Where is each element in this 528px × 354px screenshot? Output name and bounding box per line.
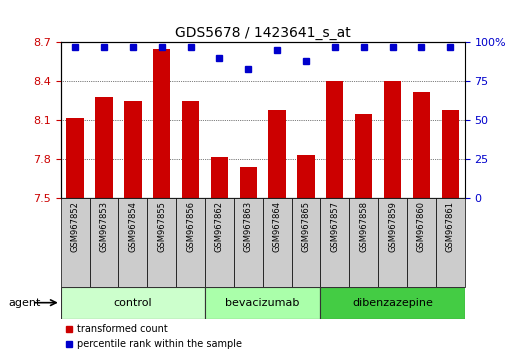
FancyBboxPatch shape (61, 198, 90, 287)
Text: dibenzazepine: dibenzazepine (352, 298, 433, 308)
FancyBboxPatch shape (320, 287, 465, 319)
FancyBboxPatch shape (147, 198, 176, 287)
Bar (124, 101, 142, 198)
Bar (67, 118, 84, 198)
Bar (240, 167, 257, 198)
Text: GSM967861: GSM967861 (446, 201, 455, 252)
Bar (297, 155, 315, 198)
Bar (211, 157, 228, 198)
Bar (413, 92, 430, 198)
Text: GSM967856: GSM967856 (186, 201, 195, 252)
Text: control: control (114, 298, 152, 308)
Text: bevacizumab: bevacizumab (225, 298, 300, 308)
Text: GSM967858: GSM967858 (359, 201, 368, 252)
FancyBboxPatch shape (349, 198, 378, 287)
Text: GSM967863: GSM967863 (244, 201, 253, 252)
FancyBboxPatch shape (436, 198, 465, 287)
FancyBboxPatch shape (61, 287, 205, 319)
Bar (268, 110, 286, 198)
Text: GSM967859: GSM967859 (388, 201, 397, 252)
Text: GSM967865: GSM967865 (301, 201, 310, 252)
FancyBboxPatch shape (205, 287, 320, 319)
Text: GSM967860: GSM967860 (417, 201, 426, 252)
Bar (153, 49, 171, 198)
FancyBboxPatch shape (118, 198, 147, 287)
Bar (96, 97, 112, 198)
Text: GSM967854: GSM967854 (128, 201, 137, 252)
FancyBboxPatch shape (378, 198, 407, 287)
FancyBboxPatch shape (176, 198, 205, 287)
Text: GSM967864: GSM967864 (272, 201, 281, 252)
Text: agent: agent (8, 298, 40, 308)
FancyBboxPatch shape (407, 198, 436, 287)
Bar (182, 101, 199, 198)
FancyBboxPatch shape (234, 198, 262, 287)
Text: GSM967853: GSM967853 (99, 201, 108, 252)
Text: GSM967857: GSM967857 (331, 201, 340, 252)
FancyBboxPatch shape (205, 198, 234, 287)
FancyBboxPatch shape (291, 198, 320, 287)
FancyBboxPatch shape (262, 198, 291, 287)
Bar (326, 81, 343, 198)
Bar (355, 114, 372, 198)
Bar (384, 81, 401, 198)
FancyBboxPatch shape (320, 198, 349, 287)
Text: GSM967852: GSM967852 (71, 201, 80, 252)
Legend: transformed count, percentile rank within the sample: transformed count, percentile rank withi… (65, 324, 242, 349)
Text: GSM967855: GSM967855 (157, 201, 166, 252)
Title: GDS5678 / 1423641_s_at: GDS5678 / 1423641_s_at (175, 26, 351, 40)
FancyBboxPatch shape (90, 198, 118, 287)
Text: GSM967862: GSM967862 (215, 201, 224, 252)
Bar (441, 110, 459, 198)
